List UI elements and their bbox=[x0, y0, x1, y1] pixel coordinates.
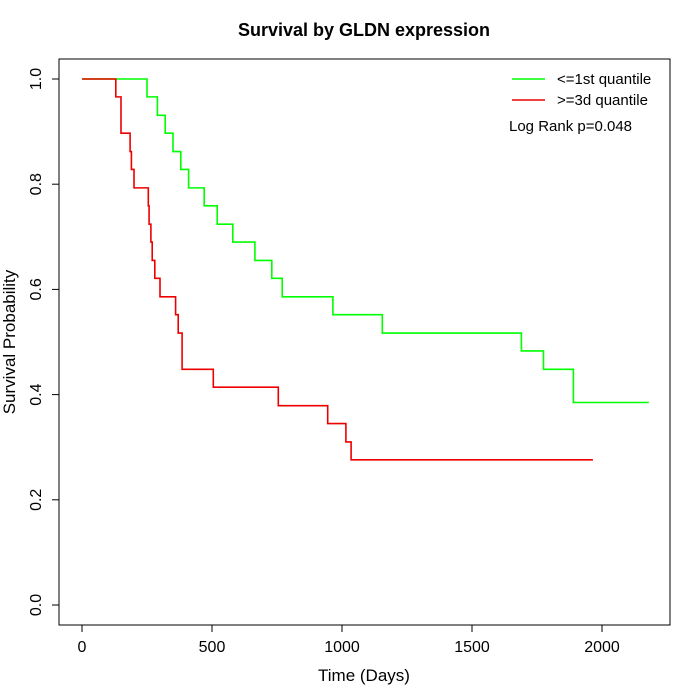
y-tick-label: 0.4 bbox=[28, 383, 45, 405]
legend-label: >=3d quantile bbox=[557, 92, 648, 109]
series-line-1 bbox=[82, 78, 593, 461]
legend-label: <=1st quantile bbox=[557, 71, 651, 88]
series-line-0 bbox=[82, 78, 649, 404]
y-tick-label: 0.8 bbox=[28, 173, 45, 195]
legend: <=1st quantile >=3d quantile bbox=[512, 71, 651, 109]
x-axis-label: Time (Days) bbox=[318, 666, 410, 685]
y-tick-label: 0.6 bbox=[28, 278, 45, 300]
y-tick-label: 1.0 bbox=[28, 68, 45, 90]
x-tick-label: 1000 bbox=[324, 639, 360, 656]
chart-title: Survival by GLDN expression bbox=[238, 20, 490, 40]
plot-frame bbox=[58, 58, 671, 626]
x-tick-label: 0 bbox=[78, 639, 87, 656]
x-axis: 0 500 1000 1500 2000 bbox=[78, 624, 620, 656]
y-axis-label: Survival Probability bbox=[0, 269, 19, 414]
y-tick-label: 0.0 bbox=[28, 594, 45, 616]
x-tick-label: 1500 bbox=[454, 639, 490, 656]
y-axis: 0.0 0.2 0.4 0.6 0.8 1.0 bbox=[28, 68, 60, 616]
series-layer bbox=[82, 78, 649, 461]
x-tick-label: 2000 bbox=[584, 639, 620, 656]
y-tick-label: 0.2 bbox=[28, 489, 45, 511]
log-rank-annotation: Log Rank p=0.048 bbox=[509, 118, 632, 135]
x-tick-label: 500 bbox=[199, 639, 226, 656]
